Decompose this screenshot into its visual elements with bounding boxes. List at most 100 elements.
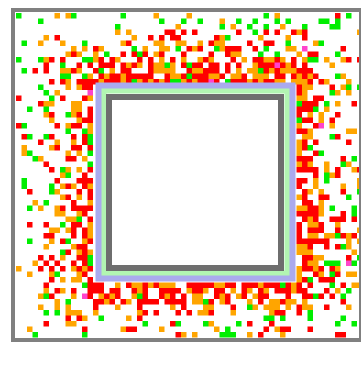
particle-cell (197, 79, 203, 85)
particle-cell (115, 57, 121, 63)
particle-cell (164, 62, 170, 68)
particle-cell (324, 194, 330, 200)
particle-cell (104, 73, 110, 79)
particle-cell (170, 68, 176, 74)
particle-cell (241, 293, 247, 299)
particle-cell (318, 150, 324, 156)
particle-cell (164, 299, 170, 305)
particle-cell (296, 233, 302, 239)
particle-cell (302, 178, 308, 184)
particle-cell (65, 216, 71, 222)
particle-cell (307, 304, 313, 310)
particle-cell (82, 205, 88, 211)
particle-cell (170, 288, 176, 294)
particle-cell (32, 332, 38, 338)
particle-cell (296, 117, 302, 123)
particle-cell (87, 255, 93, 261)
particle-cell (148, 68, 154, 74)
particle-cell (76, 194, 82, 200)
particle-cell (82, 238, 88, 244)
particle-cell (71, 277, 77, 283)
particle-cell (296, 79, 302, 85)
particle-cell (203, 304, 209, 310)
particle-cell (16, 266, 22, 272)
particle-cell (109, 79, 115, 85)
particle-cell (269, 304, 275, 310)
particle-cell (71, 227, 77, 233)
particle-cell (335, 134, 341, 140)
particle-cell (197, 57, 203, 63)
particle-cell (175, 46, 181, 52)
particle-cell (247, 24, 253, 30)
particle-cell (252, 57, 258, 63)
particle-cell (302, 211, 308, 217)
particle-cell (49, 183, 55, 189)
particle-cell (82, 293, 88, 299)
particle-cell (60, 277, 66, 283)
particle-cell (208, 321, 214, 327)
particle-cell (313, 73, 319, 79)
particle-cell (296, 304, 302, 310)
particle-cell (313, 57, 319, 63)
particle-cell (181, 51, 187, 57)
particle-cell (175, 79, 181, 85)
particle-cell (170, 282, 176, 288)
particle-cell (302, 35, 308, 41)
particle-cell (296, 84, 302, 90)
particle-cell (76, 117, 82, 123)
particle-cell (274, 304, 280, 310)
particle-cell (197, 73, 203, 79)
particle-cell (219, 24, 225, 30)
particle-cell (104, 293, 110, 299)
particle-cell (307, 73, 313, 79)
particle-cell (318, 123, 324, 129)
particle-cell (27, 106, 33, 112)
particle-cell (346, 13, 352, 19)
particle-cell (285, 293, 291, 299)
particle-cell (280, 68, 286, 74)
particle-cell (54, 145, 60, 151)
particle-cell (203, 321, 209, 327)
particle-cell (296, 222, 302, 228)
particle-cell (109, 73, 115, 79)
particle-cell (170, 321, 176, 327)
particle-cell (225, 46, 231, 52)
particle-cell (247, 332, 253, 338)
particle-cell (82, 315, 88, 321)
particle-cell (98, 46, 104, 52)
particle-cell (197, 46, 203, 52)
particle-cell (93, 46, 99, 52)
particle-cell (87, 79, 93, 85)
particle-cell (65, 73, 71, 79)
particle-cell (115, 79, 121, 85)
particle-cell (225, 293, 231, 299)
particle-cell (296, 73, 302, 79)
particle-cell (120, 73, 126, 79)
particle-cell (225, 79, 231, 85)
particle-cell (43, 310, 49, 316)
particle-cell (159, 51, 165, 57)
particle-cell (302, 167, 308, 173)
particle-cell (302, 73, 308, 79)
particle-cell (49, 95, 55, 101)
particle-cell (340, 293, 346, 299)
particle-cell (82, 326, 88, 332)
particle-cell (170, 62, 176, 68)
particle-cell (43, 200, 49, 206)
particle-cell (351, 205, 357, 211)
particle-cell (335, 172, 341, 178)
particle-cell (351, 167, 357, 173)
particle-cell (340, 216, 346, 222)
particle-cell (296, 277, 302, 283)
particle-cell (60, 95, 66, 101)
particle-cell (329, 90, 335, 96)
particle-cell (27, 238, 33, 244)
particle-cell (137, 304, 143, 310)
particle-cell (186, 46, 192, 52)
particle-cell (76, 150, 82, 156)
particle-cell (93, 304, 99, 310)
particle-cell (302, 139, 308, 145)
particle-cell (296, 156, 302, 162)
particle-cell (60, 167, 66, 173)
particle-cell (335, 244, 341, 250)
